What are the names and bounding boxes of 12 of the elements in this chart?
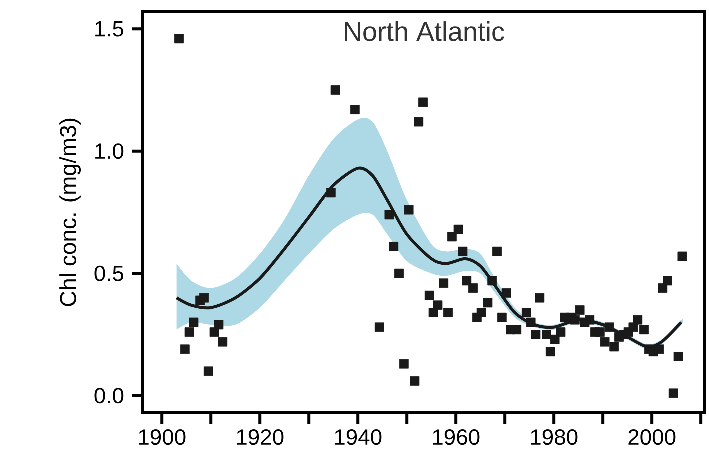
x-tick-label: 1940 (335, 430, 382, 446)
y-tick-label: 1.5 (96, 21, 124, 37)
y-tick-label: 0.5 (94, 266, 124, 282)
y-tick-label: 1.0 (96, 144, 124, 160)
y-axis-title: Chl conc. (mg/m3) (60, 118, 82, 306)
chart-title: North Atlantic (345, 22, 504, 42)
x-tick-label: 1980 (531, 430, 578, 446)
x-tick-label: 1920 (237, 430, 284, 446)
y-tick-label: 0.0 (94, 388, 124, 404)
x-tick-label: 1900 (139, 430, 186, 446)
x-tick-label: 1960 (433, 430, 480, 446)
x-tick-label: 2000 (628, 430, 676, 446)
